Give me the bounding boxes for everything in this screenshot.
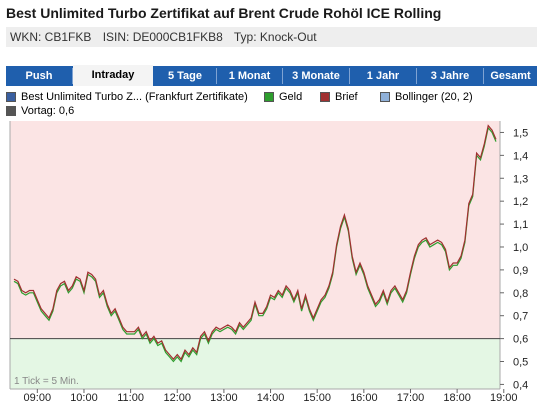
page-title: Best Unlimited Turbo Zertifikat auf Bren… (6, 5, 442, 21)
tab-separator (282, 68, 283, 84)
legend-swatch (320, 92, 330, 102)
y-tick-label: 1,1 (513, 219, 528, 231)
tab-3-monate[interactable]: 3 Monate (292, 70, 340, 82)
legend-item-geld: Geld (264, 91, 302, 103)
legend-item-vortag: Vortag: 0,6 (6, 105, 74, 117)
x-tick-label: 17:00 (397, 392, 425, 404)
legend-swatch (380, 92, 390, 102)
tab-gesamt[interactable]: Gesamt (490, 70, 531, 82)
x-tick-label: 12:00 (163, 392, 191, 404)
x-tick-label: 09:00 (24, 392, 52, 404)
y-tick-label: 1,2 (513, 196, 528, 208)
y-tick-label: 1,3 (513, 173, 528, 185)
x-tick-label: 18:00 (443, 392, 471, 404)
x-tick-label: 11:00 (117, 392, 144, 404)
isin-label: ISIN: DE000CB1FKB8 (102, 30, 223, 44)
x-tick-label: 16:00 (350, 392, 378, 404)
tab-separator (216, 68, 217, 84)
x-tick-label: 13:00 (210, 392, 238, 404)
legend-item-bollinger: Bollinger (20, 2) (380, 91, 473, 103)
series-line-brief (13, 124, 497, 361)
tab-push[interactable]: Push (25, 70, 53, 82)
tab-1-monat[interactable]: 1 Monat (228, 70, 271, 82)
tab-separator (483, 68, 484, 84)
area-below-reference (10, 338, 500, 389)
legend-swatch (6, 106, 16, 116)
tab-intraday[interactable]: Intraday (73, 65, 153, 86)
legend-label: Geld (279, 91, 303, 103)
tab-separator (349, 68, 350, 84)
legend-swatch (6, 92, 16, 102)
tick-note: 1 Tick = 5 Min. (14, 376, 79, 387)
legend-swatch (264, 92, 274, 102)
y-tick-label: 1,5 (513, 127, 528, 139)
legend-item-brief: Brief (320, 91, 358, 103)
y-tick-label: 0,9 (513, 265, 528, 277)
type-label: Typ: Knock-Out (233, 30, 317, 44)
instrument-meta-bar: WKN: CB1FKB ISIN: DE000CB1FKB8 Typ: Knoc… (6, 27, 537, 47)
x-tick-label: 14:00 (257, 392, 285, 404)
tab-separator (72, 68, 73, 84)
y-tick-label: 1,0 (513, 242, 528, 254)
tab-separator (416, 68, 417, 84)
legend-label: Vortag: 0,6 (21, 105, 75, 117)
legend-item-instrument: Best Unlimited Turbo Z... (Frankfurt Zer… (6, 91, 248, 103)
y-tick-label: 0,4 (513, 379, 528, 391)
x-tick-label: 15:00 (303, 392, 331, 404)
x-tick-label: 10:00 (70, 392, 98, 404)
tab-3-jahre[interactable]: 3 Jahre (430, 70, 470, 82)
y-tick-label: 0,7 (513, 311, 528, 323)
y-tick-label: 0,8 (513, 288, 528, 300)
x-tick-label: 19:00 (490, 392, 518, 404)
legend-label: Bollinger (20, 2) (395, 91, 473, 103)
tab-1-jahr[interactable]: 1 Jahr (366, 70, 400, 82)
tab-5-tage[interactable]: 5 Tage (167, 70, 203, 82)
y-tick-label: 1,4 (513, 150, 528, 162)
legend-label: Brief (335, 91, 358, 103)
timeframe-tabs: Push Intraday 5 Tage 1 Monat 3 Monate 1 … (6, 65, 537, 86)
y-tick-label: 0,6 (513, 334, 528, 346)
y-tick-label: 0,5 (513, 357, 528, 369)
wkn-label: WKN: CB1FKB (10, 30, 92, 44)
legend-label: Best Unlimited Turbo Z... (Frankfurt Zer… (21, 91, 248, 103)
